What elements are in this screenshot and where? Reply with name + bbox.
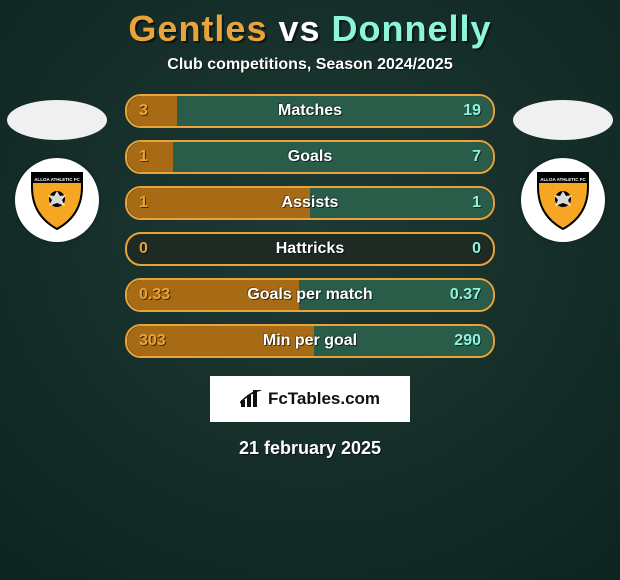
stat-value-right: 19: [463, 102, 481, 120]
player2-name: Donnelly: [332, 8, 492, 49]
stat-row: 0 0 Hattricks: [125, 232, 495, 266]
stat-value-left: 3: [139, 102, 148, 120]
player1-club-crest: ALLOA ATHLETIC FC: [15, 158, 99, 242]
stat-fill-left: [127, 96, 177, 126]
footer-date: 21 february 2025: [239, 438, 381, 459]
stat-row: 0.33 0.37 Goals per match: [125, 278, 495, 312]
subtitle: Club competitions, Season 2024/2025: [167, 56, 452, 74]
stat-label: Min per goal: [263, 332, 357, 350]
crest-banner-text: ALLOA ATHLETIC FC: [34, 177, 80, 182]
stat-label: Matches: [278, 102, 342, 120]
stat-value-left: 1: [139, 194, 148, 212]
stat-row: 3 19 Matches: [125, 94, 495, 128]
page-title: Gentles vs Donnelly: [128, 8, 491, 50]
stat-label: Assists: [282, 194, 339, 212]
stat-value-right: 290: [454, 332, 481, 350]
crest-banner-text: ALLOA ATHLETIC FC: [540, 177, 586, 182]
stat-value-left: 0.33: [139, 286, 170, 304]
player2-club-crest: ALLOA ATHLETIC FC: [521, 158, 605, 242]
main-content: ALLOA ATHLETIC FC 3 19 Matches 1 7 Goals 1 1 Ass…: [0, 94, 620, 358]
player1-avatar-placeholder: [7, 100, 107, 140]
stats-rows: 3 19 Matches 1 7 Goals 1 1 Assists 0 0 Hattricks 0.3…: [125, 94, 495, 358]
stat-label: Hattricks: [276, 240, 344, 258]
stat-row: 1 1 Assists: [125, 186, 495, 220]
stat-value-left: 0: [139, 240, 148, 258]
infographic-container: Gentles vs Donnelly Club competitions, S…: [0, 0, 620, 580]
stat-value-right: 0: [472, 240, 481, 258]
vs-text: vs: [278, 8, 320, 49]
stat-value-right: 0.37: [450, 286, 481, 304]
branding-text: FcTables.com: [268, 389, 380, 409]
stat-value-left: 303: [139, 332, 166, 350]
shield-icon: ALLOA ATHLETIC FC: [28, 169, 86, 231]
stat-row: 303 290 Min per goal: [125, 324, 495, 358]
right-side: ALLOA ATHLETIC FC: [513, 94, 613, 242]
stat-row: 1 7 Goals: [125, 140, 495, 174]
stat-value-right: 7: [472, 148, 481, 166]
stat-fill-right: [173, 142, 493, 172]
player2-avatar-placeholder: [513, 100, 613, 140]
stat-fill-left: [127, 142, 173, 172]
shield-icon: ALLOA ATHLETIC FC: [534, 169, 592, 231]
stat-label: Goals: [288, 148, 332, 166]
stat-value-right: 1: [472, 194, 481, 212]
branding-badge: FcTables.com: [210, 376, 410, 422]
player1-name: Gentles: [128, 8, 267, 49]
stat-label: Goals per match: [247, 286, 372, 304]
stat-value-left: 1: [139, 148, 148, 166]
left-side: ALLOA ATHLETIC FC: [7, 94, 107, 242]
bar-chart-icon: [240, 390, 262, 408]
